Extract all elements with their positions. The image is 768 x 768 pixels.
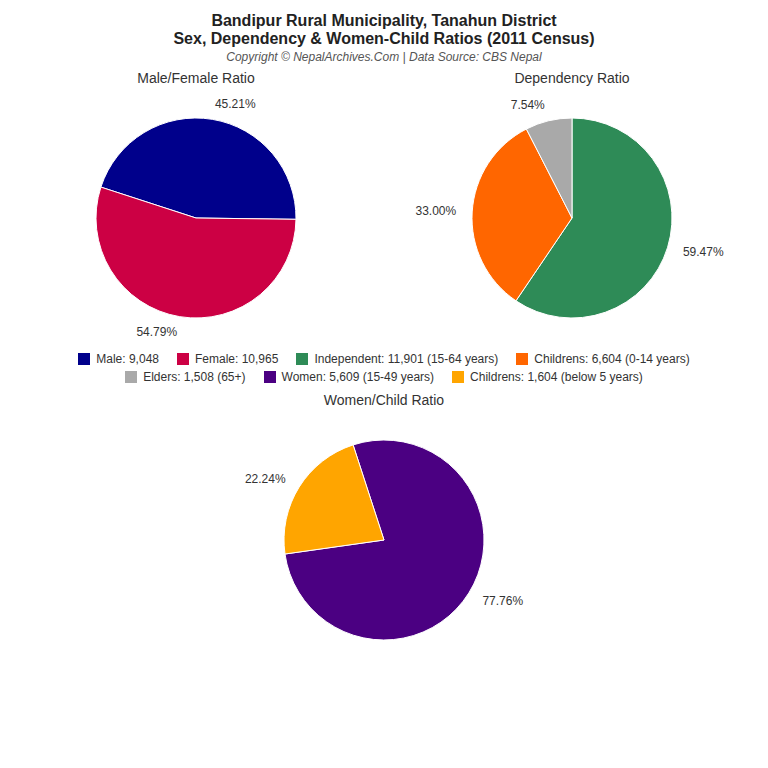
svg-text:22.24%: 22.24% bbox=[245, 472, 286, 486]
svg-text:77.76%: 77.76% bbox=[482, 594, 523, 608]
html-text:Sex, Dependency & Women-Child: Sex, Dependency & Women-Child Ratios (20… bbox=[173, 30, 595, 47]
html-text:Independent: 11,901 (15-64 yea: Independent: 11,901 (15-64 years) bbox=[314, 352, 499, 366]
html-text:Childrens: 6,604 (0-14 years): Childrens: 6,604 (0-14 years) bbox=[534, 352, 690, 366]
svg-text:33.00%: 33.00% bbox=[416, 204, 457, 218]
svg-text:45.21%: 45.21% bbox=[215, 97, 256, 111]
svg-text:54.79%: 54.79% bbox=[136, 325, 177, 339]
html-text:Bandipur Rural Municipality, T: Bandipur Rural Municipality, Tanahun Dis… bbox=[211, 12, 557, 29]
html-text:Women: 5,609 (15-49 years): Women: 5,609 (15-49 years) bbox=[281, 370, 435, 384]
html-text:Female: 10,965: Female: 10,965 bbox=[195, 352, 279, 366]
html-text:Male: 9,048: Male: 9,048 bbox=[96, 352, 159, 366]
svg-text:59.47%: 59.47% bbox=[683, 245, 724, 259]
svg-text:7.54%: 7.54% bbox=[511, 98, 545, 112]
html-text:Dependency Ratio: Dependency Ratio bbox=[514, 70, 630, 86]
html-text:Childrens: 1,604 (below 5 year: Childrens: 1,604 (below 5 years) bbox=[470, 370, 643, 384]
html-text:Copyright © NepalArchives.Com: Copyright © NepalArchives.Com | Data Sou… bbox=[226, 50, 542, 64]
html-text:Elders: 1,508 (65+): Elders: 1,508 (65+) bbox=[143, 370, 246, 384]
html-text:Women/Child Ratio: Women/Child Ratio bbox=[323, 392, 445, 408]
html-text:Male/Female Ratio: Male/Female Ratio bbox=[137, 70, 255, 86]
